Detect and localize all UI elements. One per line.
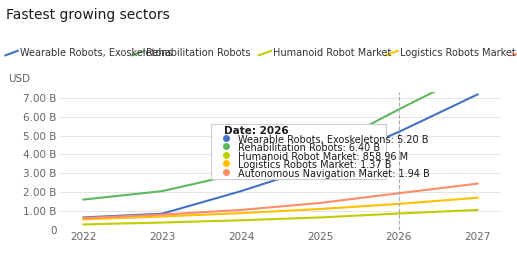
Text: Date: 2026: Date: 2026	[224, 126, 288, 136]
Text: Humanoid Robot Market: 858.96 M: Humanoid Robot Market: 858.96 M	[238, 152, 408, 162]
Text: Logistics Robots Market: 1.37 B: Logistics Robots Market: 1.37 B	[238, 161, 391, 171]
Text: Fastest growing sectors: Fastest growing sectors	[6, 8, 170, 22]
Text: USD: USD	[9, 74, 31, 84]
Text: Wearable Robots, Exoskeletons: 5.20 B: Wearable Robots, Exoskeletons: 5.20 B	[238, 135, 429, 144]
Text: Humanoid Robot Market: Humanoid Robot Market	[273, 48, 391, 58]
Text: Logistics Robots Market: Logistics Robots Market	[400, 48, 515, 58]
FancyBboxPatch shape	[211, 124, 386, 178]
Text: Rehabilitation Robots: 6.40 B: Rehabilitation Robots: 6.40 B	[238, 143, 380, 153]
Text: Autonomous Navigation Market: 1.94 B: Autonomous Navigation Market: 1.94 B	[238, 169, 430, 179]
Text: Rehabilitation Robots: Rehabilitation Robots	[146, 48, 251, 58]
Text: Wearable Robots, Exoskeletons: Wearable Robots, Exoskeletons	[20, 48, 172, 58]
